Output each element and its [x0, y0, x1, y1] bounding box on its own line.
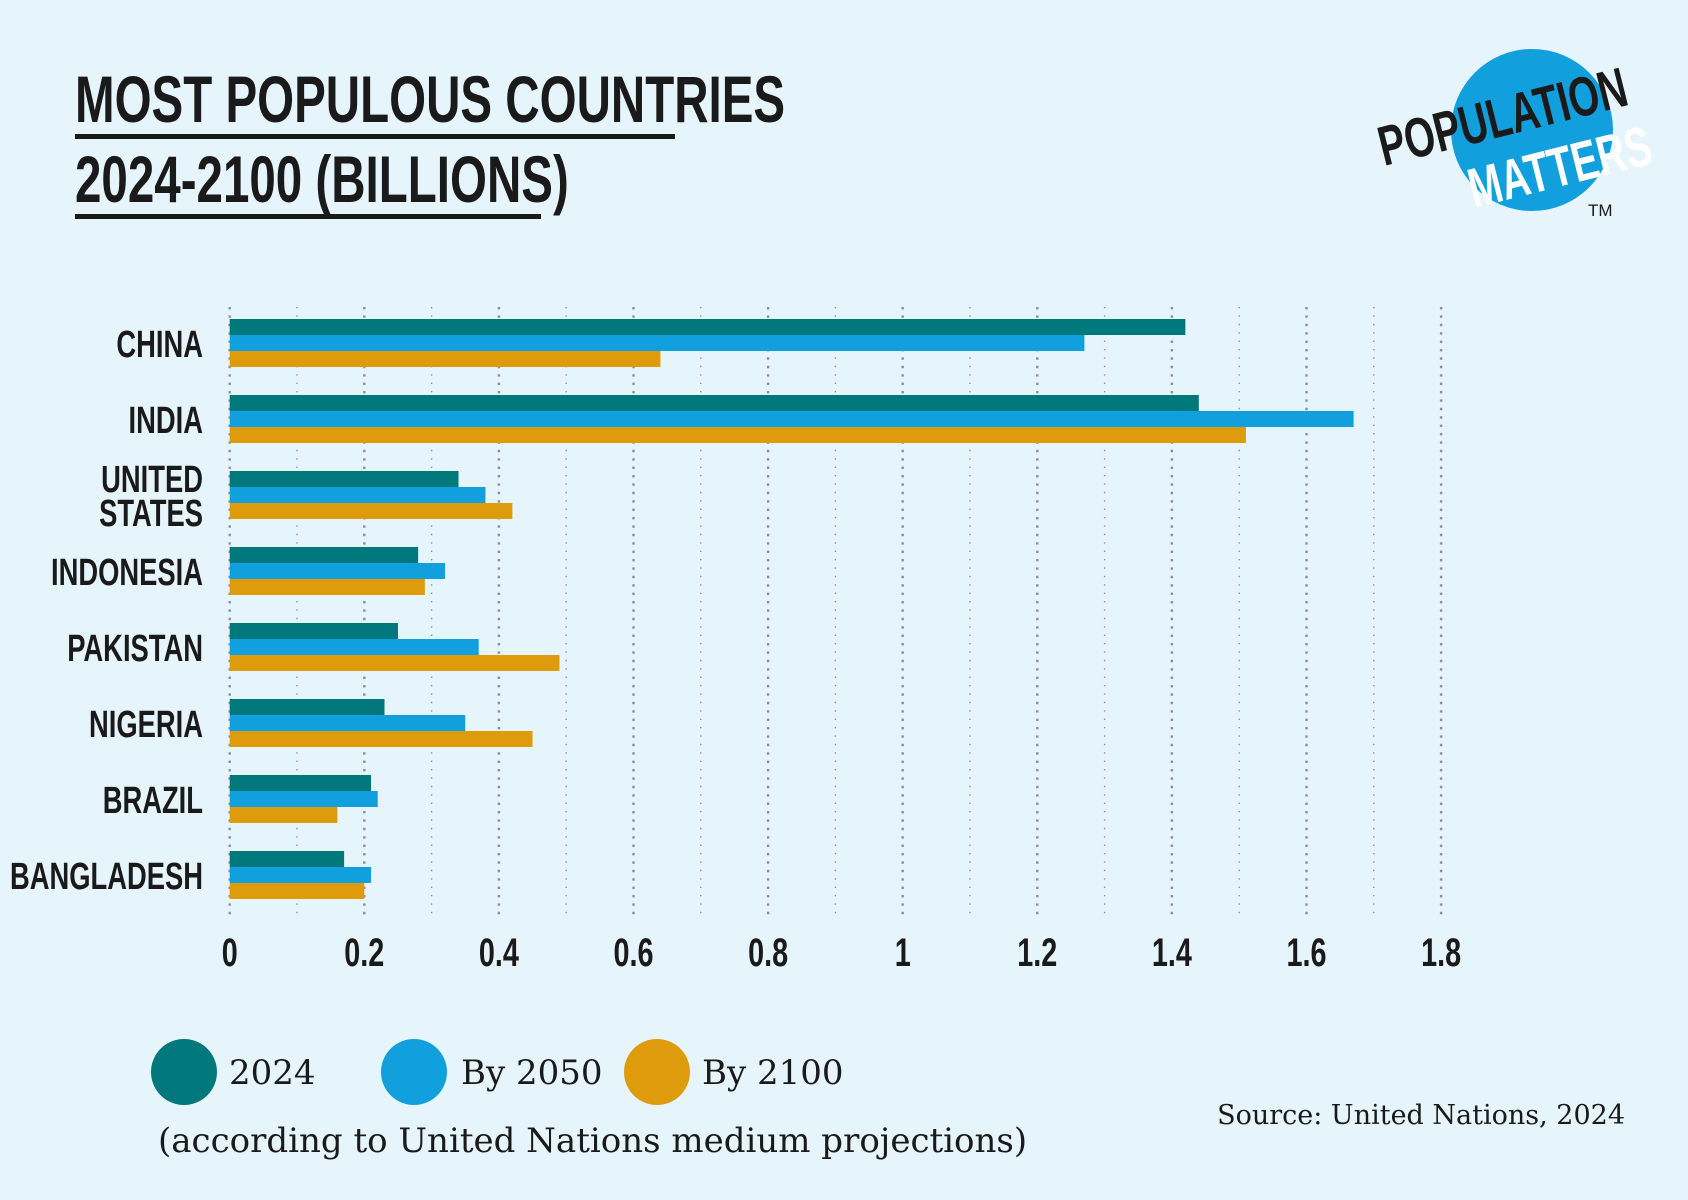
bar-india-by-2050 [229, 411, 1354, 427]
x-tick-label: 0.6 [613, 930, 653, 975]
category-label: CHINA [116, 324, 203, 366]
bar-indonesia-by-2100 [229, 579, 425, 595]
population-matters-logo: POPULATION MATTERS TM [1372, 49, 1658, 220]
bar-indonesia-2024 [229, 547, 419, 563]
x-tick-label: 1.6 [1286, 930, 1326, 975]
bar-brazil-2024 [229, 775, 372, 791]
category-label: INDONESIA [51, 552, 203, 594]
x-tick-label: 0.2 [344, 930, 384, 975]
bar-china-by-2050 [229, 335, 1085, 351]
bar-brazil-by-2100 [229, 807, 338, 823]
legend-label-2050: By 2050 [461, 1053, 603, 1093]
category-label: UNITED [101, 459, 203, 501]
bar-bangladesh-by-2050 [229, 867, 372, 883]
bar-indonesia-by-2050 [229, 563, 446, 579]
bar-bangladesh-by-2100 [229, 883, 365, 899]
x-tick-label: 1.8 [1421, 930, 1461, 975]
legend-swatch-2100 [624, 1039, 690, 1105]
projection-note: (according to United Nations medium proj… [158, 1121, 1027, 1161]
title-line-2: 2024-2100 (BILLIONS) [75, 143, 569, 216]
x-tick-label: 1.2 [1017, 930, 1057, 975]
category-label: BRAZIL [103, 780, 203, 822]
category-label: STATES [99, 493, 203, 535]
x-tick-label: 0.8 [748, 930, 788, 975]
bar-brazil-by-2050 [229, 791, 378, 807]
legend-label-2024: 2024 [229, 1053, 316, 1093]
logo-trademark: TM [1588, 201, 1613, 220]
category-label: PAKISTAN [67, 628, 203, 670]
legend-swatch-2050 [381, 1039, 447, 1105]
x-tick-label: 0.4 [479, 930, 520, 975]
bar-bangladesh-2024 [229, 851, 345, 867]
bar-india-2024 [229, 395, 1199, 411]
bar-united-states-by-2100 [229, 503, 513, 519]
x-tick-label: 1.4 [1152, 930, 1193, 975]
bar-pakistan-by-2050 [229, 639, 479, 655]
logo-circle [1451, 49, 1613, 211]
bar-nigeria-2024 [229, 699, 385, 715]
bar-pakistan-2024 [229, 623, 398, 639]
bars [229, 319, 1354, 899]
bar-nigeria-by-2100 [229, 731, 533, 747]
category-label: NIGERIA [89, 704, 203, 746]
source-note: Source: United Nations, 2024 [1217, 1100, 1625, 1131]
bar-united-states-by-2050 [229, 487, 486, 503]
category-label: INDIA [129, 400, 204, 442]
bar-china-by-2100 [229, 351, 661, 367]
title-underline-2 [75, 214, 541, 219]
title-line-1: MOST POPULOUS COUNTRIES [75, 63, 785, 136]
bar-china-2024 [229, 319, 1186, 335]
bar-nigeria-by-2050 [229, 715, 466, 731]
legend-swatch-2024 [151, 1039, 217, 1105]
x-tick-labels: 0 0.2 0.4 0.6 0.8 1 1.2 1.4 1.6 1.8 [222, 930, 1461, 975]
bar-pakistan-by-2100 [229, 655, 560, 671]
x-tick-label: 1 [895, 930, 911, 975]
bar-india-by-2100 [229, 427, 1246, 443]
legend: 2024 By 2050 By 2100 [151, 1039, 844, 1105]
category-label: BANGLADESH [10, 856, 203, 898]
bar-united-states-2024 [229, 471, 459, 487]
x-tick-label: 0 [222, 930, 238, 975]
title-underline-1 [75, 134, 675, 139]
legend-label-2100: By 2100 [702, 1053, 844, 1093]
